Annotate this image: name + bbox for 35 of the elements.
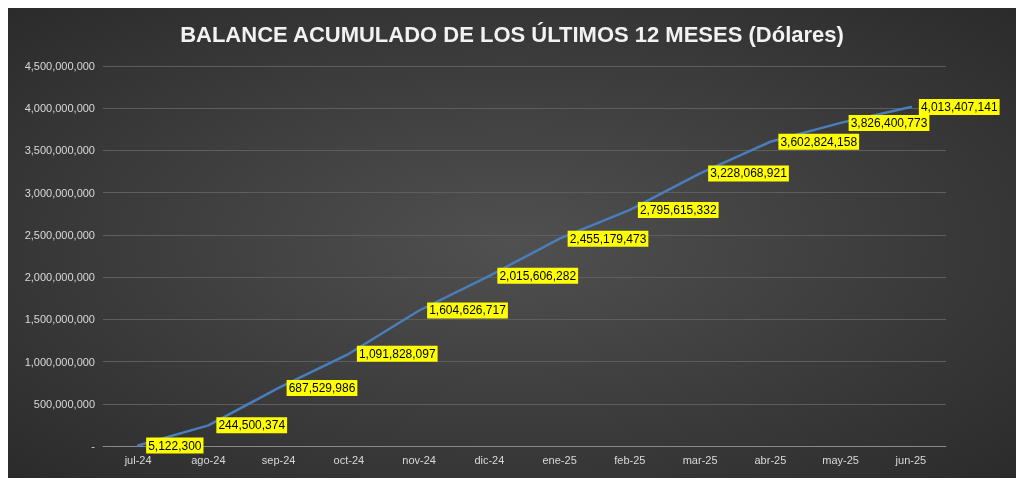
x-tick-label: may-25 <box>822 453 859 466</box>
x-tick-label: mar-25 <box>682 453 718 466</box>
x-tick-label: feb-25 <box>614 453 646 466</box>
data-label: 2,455,179,473 <box>569 231 647 246</box>
x-tick-label: sep-24 <box>261 453 296 466</box>
data-label: 2,795,615,332 <box>639 202 717 217</box>
data-label: 687,529,986 <box>288 380 356 395</box>
data-label: 1,604,626,717 <box>429 303 507 318</box>
data-label: 2,015,606,282 <box>499 268 577 283</box>
y-tick-label: 4,500,000,000 <box>24 60 95 72</box>
y-tick-label: 500,000,000 <box>33 397 95 410</box>
y-tick-label: 3,500,000,000 <box>24 144 95 157</box>
y-tick-label: 2,000,000,000 <box>24 271 95 284</box>
data-label: 3,228,068,921 <box>710 166 788 181</box>
chart-title: BALANCE ACUMULADO DE LOS ÚLTIMOS 12 MESES (Dólares) <box>180 21 844 47</box>
data-label: 3,826,400,773 <box>850 115 928 130</box>
x-tick-label: oct-24 <box>333 453 365 466</box>
data-label: 244,500,374 <box>218 418 286 433</box>
x-tick-label: jun-25 <box>894 453 927 466</box>
data-label: 1,091,828,097 <box>358 346 436 361</box>
x-tick-label: ene-25 <box>542 453 577 466</box>
y-tick-label: 4,000,000,000 <box>24 102 95 115</box>
x-tick-label: ago-24 <box>191 453 226 466</box>
data-label: 3,602,824,158 <box>780 134 858 149</box>
y-tick-label: 2,500,000,000 <box>24 228 95 241</box>
data-label: 4,013,407,141 <box>920 100 998 115</box>
y-tick-label: 1,000,000,000 <box>24 355 95 368</box>
data-label: 5,122,300 <box>148 438 202 453</box>
y-tick-label: 1,500,000,000 <box>24 313 95 326</box>
x-tick-label: abr-25 <box>754 453 787 466</box>
y-tick-label: 3,000,000,000 <box>24 186 95 199</box>
x-tick-label: nov-24 <box>402 453 436 466</box>
y-tick-label: - <box>91 440 96 452</box>
x-tick-label: dic-24 <box>474 453 505 466</box>
x-tick-label: jul-24 <box>123 453 152 466</box>
